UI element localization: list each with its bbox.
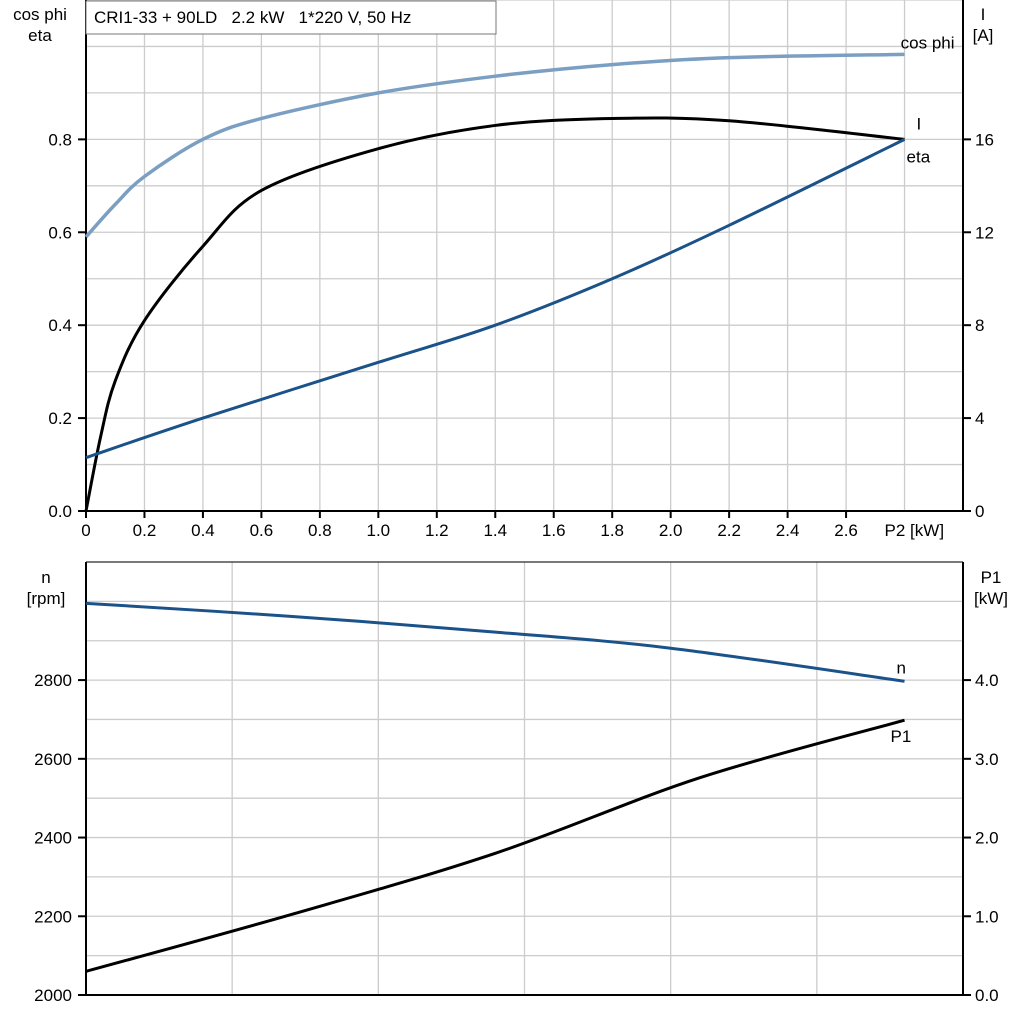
y-tick-label-right: 0 — [975, 502, 984, 521]
series-label-n: n — [897, 658, 906, 677]
series-label-cos-phi: cos phi — [901, 33, 955, 52]
y-axis-label-right: [kW] — [974, 589, 1008, 608]
series-line-I — [85, 138, 906, 459]
y-tick-label-left: 2800 — [34, 671, 72, 690]
x-tick-label: 0.2 — [133, 521, 157, 540]
title-box — [85, 0, 497, 35]
y-tick-label-right: 16 — [975, 130, 994, 149]
y-tick-label-left: 2600 — [34, 750, 72, 769]
top-panel: 0.0 0.2 0.4 0.6 0.8 0 4 8 12 16 0 0.2 0.4 0.6 0.8 1.0 1.… — [13, 0, 994, 540]
y-tick-label-right: 2.0 — [975, 829, 999, 848]
series-line-eta — [84, 116, 905, 512]
y-tick-label-right: 0.0 — [975, 986, 999, 1005]
x-tick-label: 2.6 — [834, 521, 858, 540]
x-tick-label: 0.6 — [250, 521, 274, 540]
y-axis-label-right: [A] — [973, 26, 994, 45]
y-axis-label-right: I — [981, 5, 986, 24]
y-axis-label-left: [rpm] — [27, 589, 66, 608]
x-tick-label: 1.6 — [542, 521, 566, 540]
series-line-cos-phi — [84, 52, 905, 239]
y-axis-label-left: eta — [28, 26, 52, 45]
y-tick-label-right: 4.0 — [975, 671, 999, 690]
y-axis-label-left: n — [41, 568, 50, 587]
x-tick-label: 0 — [81, 521, 90, 540]
x-tick-label: 1.8 — [600, 521, 624, 540]
x-tick-label: 2.2 — [717, 521, 741, 540]
y-tick-label-left: 0.8 — [48, 130, 72, 149]
series-label-eta: eta — [907, 147, 931, 166]
x-tick-label: 2.4 — [776, 521, 800, 540]
y-tick-label-left: 2200 — [34, 907, 72, 926]
x-tick-label: 1.2 — [425, 521, 449, 540]
x-tick-label: 1.4 — [483, 521, 507, 540]
y-tick-label-left: 2400 — [34, 829, 72, 848]
series-label-P1: P1 — [891, 727, 912, 746]
y-tick-label-left: 0.2 — [48, 409, 72, 428]
x-tick-label: 0.4 — [191, 521, 215, 540]
bottom-panel: 2000 2200 2400 2600 2800 0.0 1.0 2.0 3.0 4.0 n [rpm… — [27, 561, 1008, 1005]
y-tick-label-left: 0.4 — [48, 316, 72, 335]
x-tick-label: 1.0 — [367, 521, 391, 540]
y-tick-label-right: 8 — [975, 316, 984, 335]
chart-title: CRI1-33 + 90LD 2.2 kW 1*220 V, 50 Hz — [94, 8, 411, 27]
y-tick-label-left: 0.6 — [48, 223, 72, 242]
y-tick-label-right: 3.0 — [975, 750, 999, 769]
y-axis-label-right: P1 — [981, 568, 1002, 587]
x-axis-label: P2 [kW] — [885, 521, 945, 540]
x-tick-label: 2.0 — [659, 521, 683, 540]
y-tick-label-right: 12 — [975, 223, 994, 242]
y-axis-label-left: cos phi — [13, 5, 67, 24]
series-line-P1 — [85, 718, 905, 973]
y-tick-label-right: 4 — [975, 409, 984, 428]
y-tick-label-left: 0.0 — [48, 502, 72, 521]
series-label-I: I — [917, 114, 922, 133]
y-tick-label-left: 2000 — [34, 986, 72, 1005]
y-tick-label-right: 1.0 — [975, 907, 999, 926]
x-tick-label: 0.8 — [308, 521, 332, 540]
series-line-n — [85, 601, 905, 683]
